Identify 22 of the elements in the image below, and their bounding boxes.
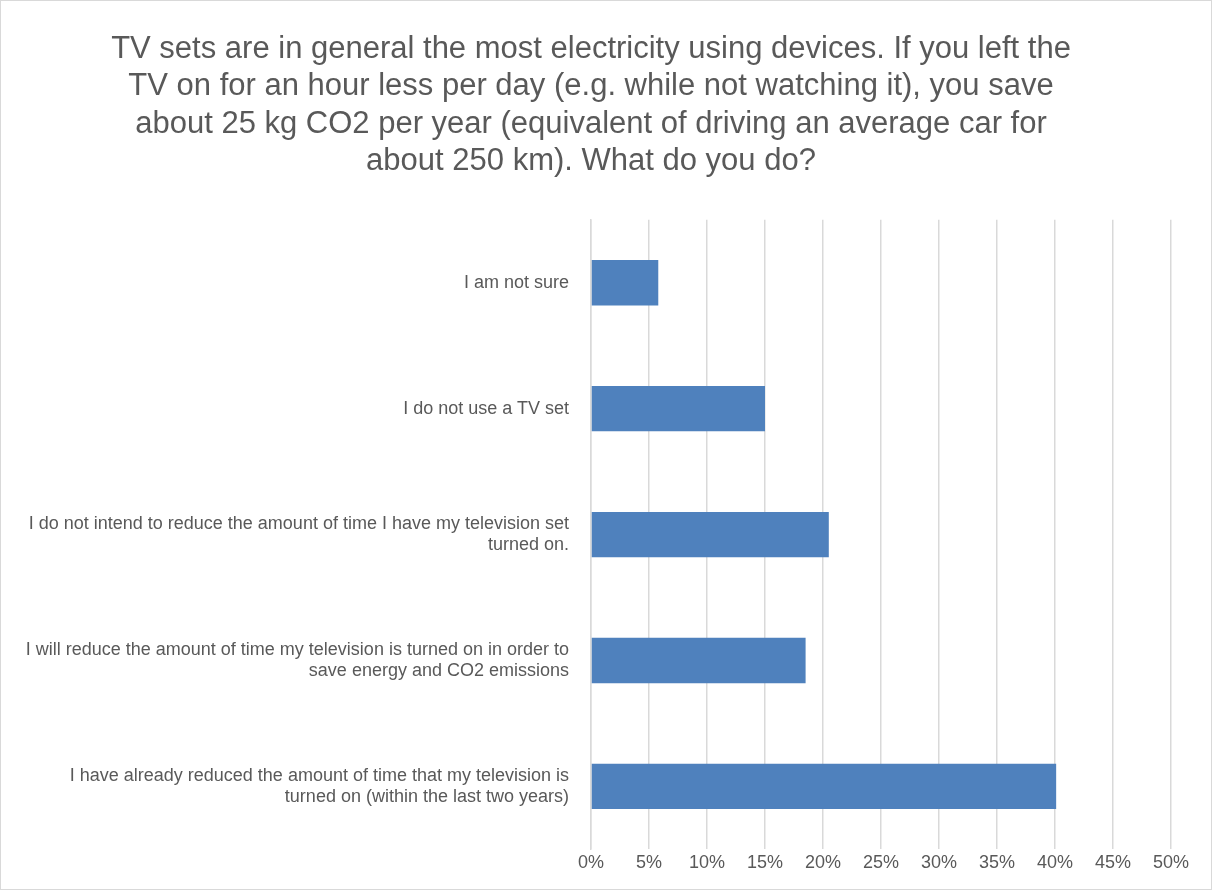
- x-tick-label: 20%: [804, 852, 842, 873]
- x-tick-label: 40%: [1036, 852, 1074, 873]
- x-tick-label: 30%: [920, 852, 958, 873]
- y-tick-label: I do not intend to reduce the amount of time I have my television set turned on.: [28, 512, 569, 555]
- y-tick-label: I will reduce the amount of time my television is turned on in order to save energy and CO2 emissions: [25, 638, 569, 681]
- x-tick-label: 25%: [862, 852, 900, 873]
- bar: [591, 386, 765, 432]
- chart-title: TV sets are in general the most electricity using devices. If you left the TV on for an hour less per day (e.g. while not watching it), you save about 25 kg CO2 per year (equivalent of driving an average car for about 250 km). What do you do?: [111, 30, 1071, 177]
- x-tick-label: 50%: [1152, 852, 1190, 873]
- y-tick-label: I have already reduced the amount of time that my television is turned on (within the last two years): [69, 764, 569, 807]
- x-tick-label: 10%: [688, 852, 726, 873]
- x-tick-label: 5%: [635, 852, 663, 873]
- y-tick-label: I do not use a TV set: [403, 397, 569, 418]
- x-tick-label: 35%: [978, 852, 1016, 873]
- x-tick-label: 45%: [1094, 852, 1132, 873]
- bar: [591, 637, 806, 684]
- bar: [591, 260, 659, 306]
- x-tick-label: 0%: [577, 852, 605, 873]
- bar: [591, 511, 829, 558]
- x-tick-label: 15%: [746, 852, 784, 873]
- bar: [591, 763, 1057, 810]
- y-tick-label: I am not sure: [463, 271, 569, 292]
